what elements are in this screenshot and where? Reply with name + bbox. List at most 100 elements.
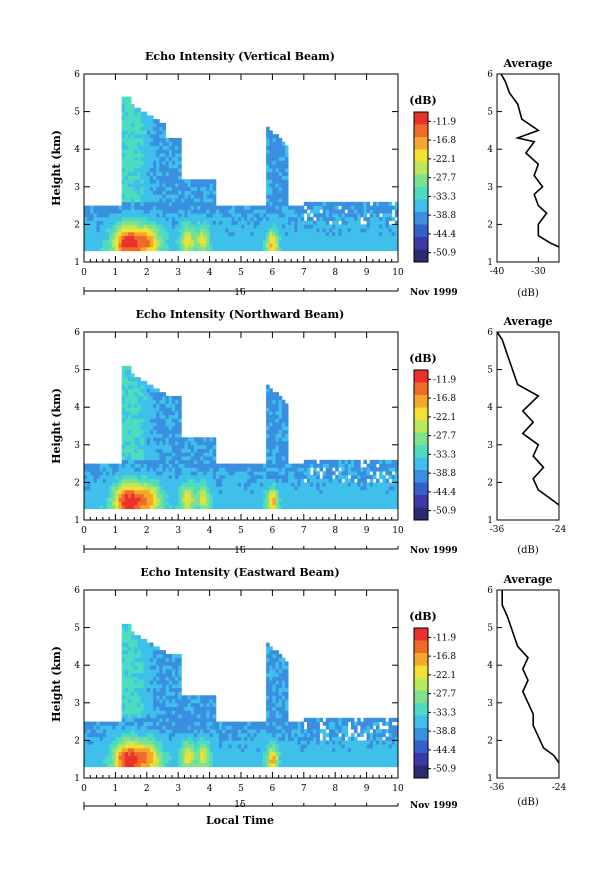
heatmap-cell xyxy=(322,459,327,464)
heatmap-cell xyxy=(193,747,198,753)
heatmap-cell xyxy=(272,141,276,146)
heatmap-cell xyxy=(278,403,283,408)
heatmap-cell xyxy=(131,130,135,135)
heatmap-cell xyxy=(153,717,157,722)
heatmap-cell xyxy=(175,489,179,495)
heatmap-cell xyxy=(310,489,314,495)
heatmap-cell xyxy=(181,721,185,726)
heatmap-cell xyxy=(341,220,346,225)
heatmap-cell xyxy=(134,755,138,760)
heatmap-cell xyxy=(369,209,374,214)
heatmap-cell xyxy=(209,762,214,768)
heatmap-cell xyxy=(171,653,176,659)
heatmap-cell xyxy=(127,474,132,480)
heatmap-cell xyxy=(200,762,204,768)
heatmap-cell xyxy=(262,497,267,502)
heatmap-cell xyxy=(143,672,148,677)
heatmap-cell xyxy=(275,246,280,252)
heatmap-cell xyxy=(316,216,320,222)
heatmap-cell xyxy=(140,710,145,715)
heatmap-cell xyxy=(219,239,223,244)
heatmap-cell xyxy=(134,422,138,427)
heatmap-cell xyxy=(278,478,283,483)
heatmap-cell xyxy=(162,235,167,240)
heatmap-cell xyxy=(131,119,135,124)
heatmap-cell xyxy=(137,661,141,666)
heatmap-cell xyxy=(171,243,176,248)
heatmap-cell xyxy=(168,504,173,510)
heatmap-cell xyxy=(360,467,364,472)
heatmap-cell xyxy=(344,246,349,252)
heatmap-cell xyxy=(294,246,298,252)
heatmap-cell xyxy=(203,714,207,719)
heatmap-cell xyxy=(354,205,358,210)
heatmap-cell xyxy=(153,646,157,651)
heatmap-cell xyxy=(376,246,380,252)
heatmap-cell xyxy=(328,205,333,210)
heatmap-cell xyxy=(303,239,308,244)
heatmap-cell xyxy=(297,220,302,225)
heatmap-cell xyxy=(190,448,195,453)
heatmap-cell xyxy=(131,190,135,195)
heatmap-cell xyxy=(284,198,289,203)
heatmap-cell xyxy=(366,220,371,225)
heatmap-cell xyxy=(288,235,292,240)
heatmap-cell xyxy=(284,504,289,510)
heatmap-cell xyxy=(127,725,132,730)
heatmap-cell xyxy=(266,392,270,397)
heatmap-cell xyxy=(209,228,214,233)
heatmap-cell xyxy=(332,224,336,229)
heatmap-cell xyxy=(127,680,132,685)
heatmap-cell xyxy=(303,493,308,498)
heatmap-cell xyxy=(159,702,163,707)
heatmap-cell xyxy=(178,213,182,218)
heatmap-cell xyxy=(168,653,173,659)
heatmap-cell xyxy=(140,437,145,442)
heatmap-cell xyxy=(168,657,173,662)
heatmap-cell xyxy=(281,407,286,412)
heatmap-cell xyxy=(357,205,361,210)
heatmap-cell xyxy=(306,489,311,495)
heatmap-cell xyxy=(140,762,145,768)
heatmap-cell xyxy=(215,205,220,210)
heatmap-cell xyxy=(294,216,298,222)
heatmap-cell xyxy=(297,486,302,491)
heatmap-cell xyxy=(121,680,126,685)
heatmap-cell xyxy=(278,209,283,214)
heatmap-cell xyxy=(325,224,330,229)
heatmap-cell xyxy=(156,699,160,704)
heatmap-cell xyxy=(131,134,135,139)
heatmap-cell xyxy=(153,732,157,738)
heatmap-cell xyxy=(372,216,377,222)
heatmap-cell xyxy=(253,501,258,506)
heatmap-cell xyxy=(153,684,157,689)
heatmap-cell xyxy=(212,482,217,487)
heatmap-cell xyxy=(184,231,189,237)
heatmap-cell xyxy=(162,759,167,764)
heatmap-cell xyxy=(96,220,101,225)
heatmap-cell xyxy=(306,474,311,480)
heatmap-cell xyxy=(325,201,330,206)
heatmap-cell xyxy=(134,489,138,495)
heatmap-cell xyxy=(222,243,226,248)
heatmap-cell xyxy=(121,209,126,214)
heatmap-cell xyxy=(212,751,217,756)
colorbar-swatch xyxy=(414,445,428,458)
heatmap-cell xyxy=(124,228,129,233)
heatmap-cell xyxy=(131,194,135,199)
heatmap-cell xyxy=(171,672,176,677)
heatmap-cell xyxy=(134,175,138,180)
heatmap-cell xyxy=(115,243,119,248)
heatmap-cell xyxy=(281,231,286,237)
heatmap-cell xyxy=(284,171,289,176)
heatmap-cell xyxy=(394,463,398,468)
heatmap-cell xyxy=(354,493,358,498)
heatmap-cell xyxy=(84,497,88,502)
heatmap-cell xyxy=(90,467,94,472)
heatmap-cell xyxy=(146,661,151,666)
heatmap-cell xyxy=(200,459,204,464)
heatmap-cell xyxy=(212,213,217,218)
heatmap-cell xyxy=(234,205,239,210)
heatmap-cell xyxy=(288,213,292,218)
heatmap-cell xyxy=(168,198,173,203)
